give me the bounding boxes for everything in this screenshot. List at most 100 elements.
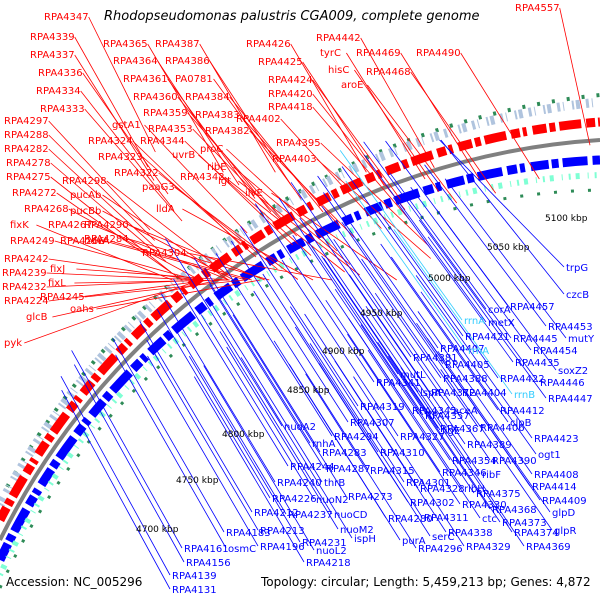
forward-gene-label: RPA4333 bbox=[40, 104, 85, 115]
reverse-gene-leader-line bbox=[334, 360, 447, 533]
reverse-gene-label: RPA4457 bbox=[510, 302, 555, 313]
reverse-gene-leader-line bbox=[240, 357, 353, 539]
forward-gene-leader-line bbox=[280, 118, 382, 229]
reverse-gene-label: glpR bbox=[554, 526, 576, 537]
forward-gene-label: RPA4334 bbox=[36, 86, 81, 97]
kbp-scale-label: 4800 kbp bbox=[222, 430, 265, 440]
reverse-gene-label: nuoM2 bbox=[340, 525, 374, 536]
reverse-gene-leader-line bbox=[380, 243, 499, 411]
forward-gene-label: RPA4278 bbox=[6, 158, 51, 169]
reverse-gene-leader-line bbox=[193, 376, 305, 563]
reverse-gene-label: RPA4231 bbox=[302, 538, 347, 549]
forward-gene-label: hisC bbox=[328, 65, 349, 76]
forward-gene-leader-line bbox=[224, 176, 345, 273]
forward-gene-label: RPA4490 bbox=[416, 48, 461, 59]
reverse-gene-leader-line bbox=[341, 221, 461, 393]
forward-gene-leader-line bbox=[144, 124, 248, 234]
forward-gene-leader-line bbox=[48, 148, 160, 252]
reverse-gene-leader-line bbox=[288, 363, 401, 541]
reverse-gene-label: RPA4280 bbox=[388, 514, 433, 525]
forward-gene-leader-line bbox=[182, 208, 314, 281]
forward-gene-label: RPA4420 bbox=[268, 89, 313, 100]
reverse-gene-label: RPA4218 bbox=[306, 558, 351, 569]
forward-gene-leader-line bbox=[106, 180, 229, 276]
forward-gene-label: uvrB bbox=[172, 150, 195, 161]
reverse-gene-leader-line bbox=[437, 350, 551, 513]
reverse-gene-leader-line bbox=[219, 331, 333, 515]
forward-gene-leader-line bbox=[400, 52, 480, 180]
forward-gene-label: RPA4424 bbox=[268, 75, 313, 86]
reverse-gene-leader-line bbox=[305, 241, 424, 416]
reverse-gene-leader-line bbox=[387, 355, 501, 523]
forward-gene-leader-line bbox=[320, 142, 430, 247]
reverse-gene-leader-line bbox=[317, 175, 439, 349]
forward-gene-label: RPA4290 bbox=[84, 220, 129, 231]
forward-gene-leader-line bbox=[52, 279, 220, 318]
reverse-gene-label: RPA4273 bbox=[348, 492, 393, 503]
forward-gene-leader-line bbox=[48, 279, 211, 302]
forward-gene-label: oahs bbox=[70, 304, 94, 315]
forward-gene-label: RPA4403 bbox=[272, 154, 317, 165]
forward-gene-label: RPA4386 bbox=[165, 56, 210, 67]
kbp-scale-label: 4850 kbp bbox=[287, 386, 330, 396]
reverse-gene-label: mutY bbox=[568, 334, 595, 345]
reverse-gene-label: RPA4226 bbox=[272, 494, 317, 505]
reverse-gene-leader-line bbox=[389, 173, 512, 339]
reverse-gene-leader-line bbox=[426, 337, 541, 501]
forward-gene-leader-line bbox=[82, 72, 169, 195]
forward-gene-label: tyrC bbox=[320, 48, 341, 59]
forward-gene-leader-line bbox=[50, 162, 167, 262]
forward-gene-leader-line bbox=[128, 238, 270, 281]
forward-gene-leader-line bbox=[50, 176, 171, 273]
forward-gene-leader-line bbox=[192, 128, 297, 237]
reverse-gene-label: RPA4338 bbox=[448, 528, 493, 539]
reverse-gene-label: RPA4374 bbox=[514, 528, 559, 539]
forward-gene-label: RPA4336 bbox=[38, 68, 83, 79]
forward-gene-leader-line bbox=[24, 279, 200, 344]
reverse-gene-label: RPA4447 bbox=[548, 394, 593, 405]
reverse-gene-label: RPA4240 bbox=[277, 478, 322, 489]
reverse-gene-label: purA bbox=[402, 536, 426, 547]
forward-gene-leader-line bbox=[460, 52, 540, 180]
forward-gene-label: RPA4266 bbox=[60, 236, 105, 247]
forward-gene-label: aroE bbox=[341, 80, 363, 91]
forward-gene-label: RPA4298 bbox=[62, 176, 107, 187]
kbp-scale-label: 4950 kbp bbox=[360, 309, 403, 319]
forward-gene-leader-line bbox=[84, 279, 245, 298]
forward-gene-leader-line bbox=[312, 106, 410, 220]
reverse-gene-label: RPA4307 bbox=[350, 418, 395, 429]
reverse-gene-label: nuoN2 bbox=[316, 495, 349, 506]
forward-gene-label: RPA4364 bbox=[113, 56, 158, 67]
forward-gene-leader-line bbox=[302, 61, 385, 186]
reverse-gene-label: RPA4161 bbox=[184, 544, 229, 555]
forward-gene-label: RPA4442 bbox=[316, 33, 361, 44]
reverse-gene-leader-line bbox=[230, 240, 349, 423]
reverse-gene-leader-line bbox=[347, 333, 461, 505]
reverse-gene-label: rrnB bbox=[514, 390, 535, 401]
forward-gene-leader-line bbox=[290, 43, 367, 173]
forward-gene-label: fixJ bbox=[50, 264, 65, 275]
feature-ring-outer bbox=[0, 97, 600, 508]
forward-gene-label: RPA4418 bbox=[268, 102, 313, 113]
reverse-gene-leader-line bbox=[240, 225, 359, 407]
reverse-gene-label: RPA4406 bbox=[480, 423, 525, 434]
genome-backbone bbox=[0, 138, 600, 541]
reverse-gene-label: RPA4212 bbox=[254, 508, 299, 519]
reverse-gene-label: osmC bbox=[228, 544, 256, 555]
forward-gene-leader-line bbox=[110, 240, 252, 281]
forward-gene-leader-line bbox=[312, 93, 406, 210]
forward-gene-label: RPA4342 bbox=[180, 172, 225, 183]
reverse-gene-leader-line bbox=[392, 197, 514, 363]
reverse-gene-label: ribF bbox=[482, 470, 501, 481]
forward-gene-label: pyk bbox=[4, 338, 22, 349]
forward-gene-leader-line bbox=[312, 79, 401, 200]
kbp-scale-label: 5100 kbp bbox=[545, 214, 588, 224]
forward-gene-label: RPA4232 bbox=[2, 282, 47, 293]
reverse-gene-leader-line bbox=[188, 355, 301, 543]
forward-gene-label: RPA4361 bbox=[123, 74, 168, 85]
reverse-gene-label: RPA4244 bbox=[290, 462, 335, 473]
reverse-gene-leader-line bbox=[203, 365, 315, 551]
forward-gene-label: fixL bbox=[48, 278, 66, 289]
reverse-gene-leader-line bbox=[363, 141, 487, 310]
